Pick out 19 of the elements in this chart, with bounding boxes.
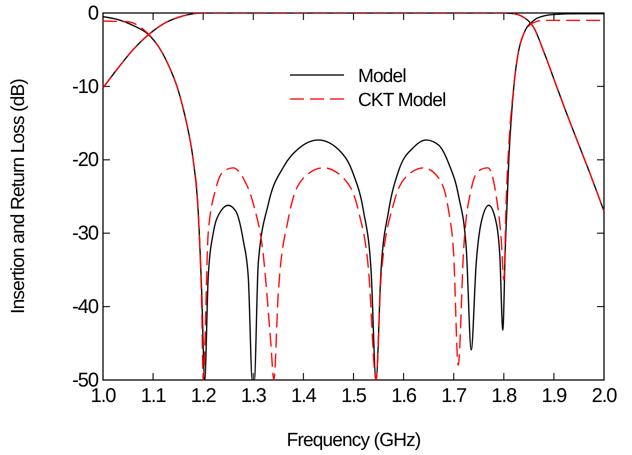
y-tick-label: -20 bbox=[72, 149, 99, 172]
x-tick-label: 1.6 bbox=[391, 385, 417, 408]
x-tick-label: 1.5 bbox=[341, 385, 367, 408]
legend-label: CKT Model bbox=[358, 90, 446, 111]
x-tick-label: 1.9 bbox=[541, 385, 568, 408]
y-axis-title: Insertion and Return Loss (dB) bbox=[8, 78, 29, 314]
y-tick-label: -10 bbox=[72, 76, 99, 98]
y-tick-label: -30 bbox=[72, 222, 99, 245]
x-tick-label: 1.4 bbox=[290, 385, 317, 408]
x-axis-title: Frequency (GHz) bbox=[286, 430, 421, 451]
y-tick-label: -40 bbox=[72, 296, 99, 318]
x-tick-label: 1.3 bbox=[240, 385, 267, 408]
x-tick-label: 1.1 bbox=[140, 385, 166, 408]
x-tick-label: 1.2 bbox=[190, 385, 216, 408]
x-tick-label: 1.8 bbox=[491, 385, 518, 408]
x-tick-label: 1.7 bbox=[441, 385, 467, 408]
y-tick-label: 0 bbox=[88, 2, 99, 24]
legend-label: Model bbox=[358, 66, 406, 87]
x-tick-label: 2.0 bbox=[592, 385, 618, 408]
